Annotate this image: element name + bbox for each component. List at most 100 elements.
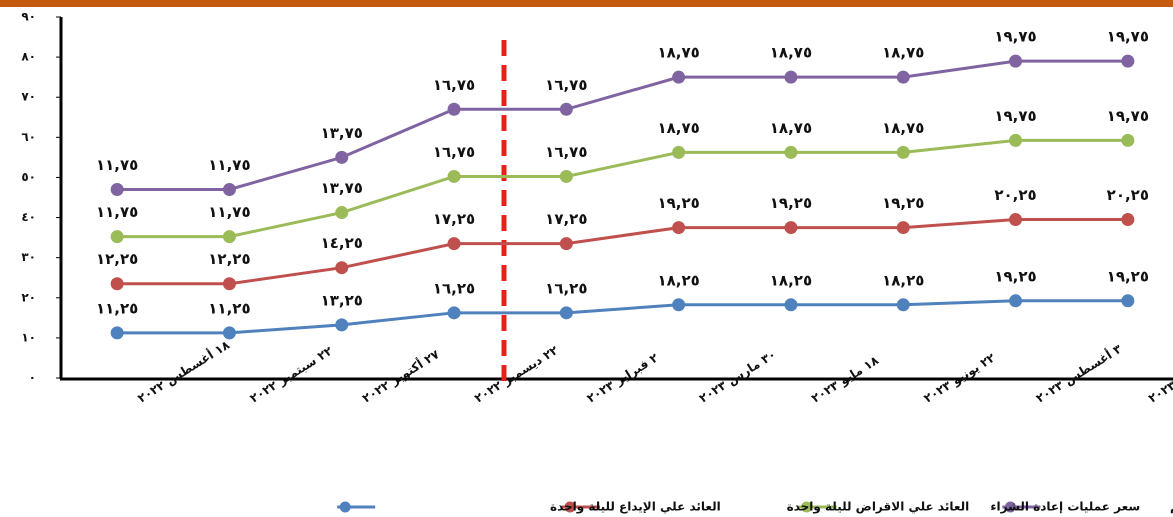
- point: [335, 318, 349, 332]
- legend-marker: [1004, 501, 1016, 513]
- point: [447, 102, 461, 116]
- data-label: ١٣,٢٥: [321, 291, 363, 309]
- point: [672, 221, 686, 235]
- data-label: ١٨,٧٥: [770, 44, 812, 62]
- data-label: ١٦,٧٥: [433, 76, 475, 94]
- data-label: ١١,٧٥: [96, 156, 138, 174]
- x-tick-label: ٣٠ مارس ٢٠٢٣: [697, 347, 779, 405]
- point: [1121, 54, 1135, 68]
- legend-marker: [339, 501, 351, 513]
- data-label: ١٢,٢٥: [96, 250, 138, 268]
- point: [784, 221, 798, 235]
- y-tick-label: ٢٠: [21, 290, 36, 304]
- point: [110, 277, 124, 291]
- x-tick-label: ٢٢ سبتمبر ٢٠٢٢: [247, 343, 335, 405]
- point: [559, 169, 573, 183]
- data-label: ١٩,٢٥: [882, 194, 924, 212]
- data-label: ١٩,٢٥: [657, 194, 699, 212]
- point: [1009, 213, 1023, 227]
- point: [784, 145, 798, 159]
- point: [784, 298, 798, 312]
- data-label: ١٩,٢٥: [994, 267, 1036, 285]
- point: [110, 326, 124, 340]
- data-label: ٢٠,٢٥: [1107, 186, 1149, 204]
- point: [222, 182, 236, 196]
- data-label: ١٦,٢٥: [433, 279, 475, 297]
- data-label: ١٤,٢٥: [321, 234, 363, 252]
- y-tick-label: ٣٠: [21, 250, 36, 264]
- y-tick-label: ٧٠: [21, 90, 36, 104]
- point: [896, 221, 910, 235]
- point: [447, 306, 461, 320]
- data-label: ١٨,٧٥: [657, 44, 699, 62]
- data-label: ١٩,٧٥: [994, 28, 1036, 46]
- data-label: ١٩,٢٥: [770, 194, 812, 212]
- data-label: ١٩,٧٥: [1107, 107, 1149, 125]
- y-tick-label: ١٠: [21, 330, 36, 344]
- series-line: [117, 299, 1128, 335]
- data-label: ١٦,٢٥: [545, 279, 587, 297]
- data-label: ١٢,٢٥: [208, 250, 250, 268]
- point: [784, 70, 798, 84]
- point: [110, 182, 124, 196]
- data-label: ١٨,٢٥: [770, 271, 812, 289]
- point: [1121, 133, 1135, 147]
- point: [1009, 294, 1023, 308]
- x-tick-label: ٢١ سبتمبر ٢٠٢٣: [1146, 344, 1173, 406]
- point: [447, 237, 461, 251]
- data-label: ١٣,٧٥: [321, 179, 363, 197]
- point: [1121, 213, 1135, 227]
- series-line: [117, 59, 1128, 191]
- data-label: ١١,٧٥: [208, 203, 250, 221]
- point: [447, 169, 461, 183]
- x-tick-label: ٣ أغسطس ٢٠٢٣: [1033, 340, 1125, 405]
- point: [335, 206, 349, 220]
- data-label: ١٧,٢٥: [545, 210, 587, 228]
- point: [559, 237, 573, 251]
- series-line: [117, 218, 1128, 286]
- y-tick-label: ٦٠: [21, 130, 36, 144]
- data-label: ١٨,٢٥: [657, 271, 699, 289]
- data-label: ١٣,٧٥: [321, 124, 363, 142]
- data-label: ١٨,٧٥: [657, 119, 699, 137]
- series-line: [117, 138, 1128, 239]
- data-label: ١٩,٢٥: [1107, 267, 1149, 285]
- point: [222, 326, 236, 340]
- legend-label: العائد علي الاقراض لليلة واحدة: [787, 500, 970, 515]
- legend-label: سعر الائتمان والخصم: [1170, 500, 1173, 515]
- x-tick-label: ٢٧ أكتوبر ٢٠٢٢: [359, 346, 443, 406]
- y-tick-label: ٩٠: [21, 10, 36, 24]
- data-label: ١٨,٧٥: [882, 119, 924, 137]
- point: [896, 145, 910, 159]
- data-label: ١١,٢٥: [208, 299, 250, 317]
- point: [896, 70, 910, 84]
- point: [559, 102, 573, 116]
- point: [896, 298, 910, 312]
- point: [222, 277, 236, 291]
- data-label: ١٩,٧٥: [1107, 28, 1149, 46]
- point: [1121, 294, 1135, 308]
- data-label: ١١,٧٥: [208, 156, 250, 174]
- data-label: ١٨,٢٥: [882, 271, 924, 289]
- data-label: ١٨,٧٥: [770, 119, 812, 137]
- data-label: ١١,٧٥: [96, 203, 138, 221]
- data-label: ١٩,٧٥: [994, 107, 1036, 125]
- legend-marker: [801, 501, 813, 513]
- y-tick-label: ٤٠: [21, 210, 36, 224]
- point: [672, 298, 686, 312]
- point: [559, 306, 573, 320]
- y-tick-label: ٨٠: [21, 50, 36, 64]
- data-label: ٢٠,٢٥: [994, 186, 1036, 204]
- point: [1009, 133, 1023, 147]
- point: [110, 230, 124, 244]
- legend-label: سعر عمليات إعادة الشراء: [990, 500, 1140, 514]
- legend-label: العائد علي الإيداع لليلة واحدة: [550, 500, 721, 515]
- legend-marker: [564, 501, 576, 513]
- point: [222, 230, 236, 244]
- data-label: ١٦,٧٥: [545, 143, 587, 161]
- x-tick-label: ٢٢ ديسمبر ٢٠٢٢: [472, 343, 561, 406]
- point: [335, 150, 349, 164]
- data-label: ١١,٢٥: [96, 299, 138, 317]
- data-label: ١٨,٧٥: [882, 44, 924, 62]
- point: [1009, 54, 1023, 68]
